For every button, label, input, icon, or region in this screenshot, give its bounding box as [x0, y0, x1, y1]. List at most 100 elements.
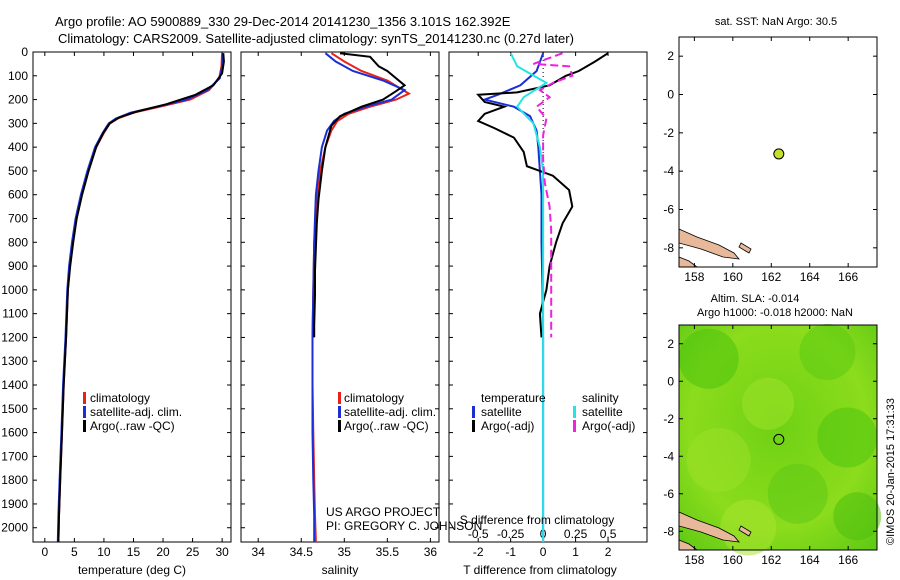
legend-header-salinity: salinity: [582, 391, 619, 405]
temperature-panel-frame: [32, 51, 232, 543]
map-x-tick-label: 160: [723, 270, 743, 284]
depth-tick-label: 1900: [1, 497, 28, 511]
depth-tick-label: 1200: [1, 330, 28, 344]
legend-label: satellite-adj. clim.: [344, 405, 436, 419]
sla-map-title-line-1: Altim. SLA: -0.014: [711, 293, 800, 305]
land-fragment: [738, 525, 752, 537]
project-pi: PI: GREGORY C. JOHNSON: [326, 519, 482, 533]
legend-label: climatology: [90, 391, 150, 405]
map-y-tick-label: -4: [663, 164, 674, 178]
legend-label: Argo(-adj): [481, 419, 534, 433]
land-fragment: [738, 242, 752, 254]
sla-blob: [686, 428, 751, 492]
legend-label: satellite: [481, 405, 522, 419]
map-x-tick-label: 158: [684, 270, 704, 284]
map-frame: [678, 36, 878, 268]
salinity-legend: climatology satellite-adj. clim. Argo(..…: [338, 391, 436, 433]
difference-panel: -2 -1 0 1 2-0.5 -0.25 0 0.25 0.5: [468, 52, 617, 559]
x-tick-label: 15: [127, 545, 141, 559]
x-tick-label: 0: [41, 545, 48, 559]
map-x-tick-label: 158: [684, 553, 704, 567]
depth-tick-label: 300: [8, 116, 28, 130]
s-diff-tick-label: -0.5: [468, 527, 489, 541]
legend-swatch-t-satellite: [472, 406, 475, 418]
legend-swatch-climatology: [338, 392, 341, 404]
depth-axis: 0 100 200 300 400 500 600 700 800 900 1000 1100 1200…: [1, 45, 647, 535]
depth-tick-label: 600: [8, 188, 28, 202]
difference-panel-frame: [448, 51, 648, 543]
map-y-tick-label: -8: [663, 524, 674, 538]
legend-swatch-t-argo: [472, 420, 475, 432]
depth-tick-label: 0: [21, 45, 28, 59]
legend-label: satellite-adj. clim.: [90, 405, 182, 419]
x-tick-label: 35: [338, 545, 352, 559]
depth-tick-label: 800: [8, 235, 28, 249]
temperature-legend: climatology satellite-adj. clim. Argo(..…: [83, 391, 182, 433]
series-line-argo-raw-qc-: [57, 53, 225, 543]
map-y-tick-label: -2: [663, 412, 674, 426]
legend-swatch-satellite: [83, 406, 86, 418]
x-tick-label: 10: [97, 545, 111, 559]
sla-blob: [678, 328, 739, 389]
depth-tick-label: 700: [8, 212, 28, 226]
legend-label: Argo(-adj): [582, 419, 635, 433]
sla-blob: [817, 407, 878, 468]
depth-tick-label: 200: [8, 93, 28, 107]
legend-label: climatology: [344, 391, 404, 405]
depth-tick-label: 1000: [1, 283, 28, 297]
map-y-tick-label: 0: [667, 88, 674, 102]
legend-swatch-climatology: [83, 392, 86, 404]
depth-tick-label: 500: [8, 164, 28, 178]
sst-map: 158 160 162 164 166 2 0 -2 -4 -6 -8: [663, 36, 878, 284]
t-diff-tick-label: 0: [540, 545, 547, 559]
sla-blob: [767, 463, 828, 524]
map-y-tick-label: -2: [663, 126, 674, 140]
map-frame: [678, 324, 878, 551]
map-y-tick-label: -4: [663, 449, 674, 463]
argo-float-marker: [773, 433, 785, 445]
s-diff-tick-label: 0.5: [600, 527, 617, 541]
t-diff-tick-label: 2: [605, 545, 612, 559]
series-line-salinity-satellite: [509, 52, 549, 542]
sla-blob: [799, 324, 856, 380]
sla-map: 158 160 162 164 166 2 0 -2 -4 -6 -8: [663, 324, 882, 567]
x-tick-label: 5: [71, 545, 78, 559]
t-diff-tick-label: -2: [473, 545, 484, 559]
depth-tick-label: 1500: [1, 402, 28, 416]
map-x-tick-label: 166: [838, 553, 858, 567]
sla-map-title-line-2: Argo h1000: -0.018 h2000: NaN: [697, 307, 853, 319]
sla-blob: [833, 492, 882, 541]
x-tick-label: 34: [252, 545, 266, 559]
t-diff-tick-label: 1: [572, 545, 579, 559]
temperature-axis-label: temperature (deg C): [78, 563, 186, 577]
depth-tick-label: 100: [8, 69, 28, 83]
legend-label: Argo(..raw -QC): [344, 419, 429, 433]
legend-swatch-satellite: [338, 406, 341, 418]
sla-blob: [742, 377, 795, 430]
legend-swatch-argo: [83, 420, 86, 432]
s-diff-tick-label: 0.25: [564, 527, 588, 541]
x-tick-label: 34.5: [290, 545, 314, 559]
legend-swatch-s-satellite: [573, 406, 576, 418]
x-tick-label: 35.5: [376, 545, 400, 559]
depth-tick-label: 1600: [1, 426, 28, 440]
series-line-salinity-argo-adj-: [533, 52, 574, 338]
depth-tick-label: 1700: [1, 449, 28, 463]
map-y-tick-label: 2: [667, 337, 674, 351]
map-y-tick-label: -6: [663, 487, 674, 501]
depth-tick-label: 1400: [1, 378, 28, 392]
salinity-panel-frame: [240, 51, 440, 543]
x-tick-label: 20: [156, 545, 170, 559]
salinity-panel: 34 34.5 35 35.5 36: [252, 52, 437, 559]
map-x-tick-label: 160: [723, 553, 743, 567]
legend-label: satellite: [582, 405, 623, 419]
depth-tick-label: 1100: [2, 307, 28, 321]
land-solomon-islands: [678, 511, 740, 543]
map-x-tick-label: 162: [761, 270, 781, 284]
depth-tick-label: 1800: [1, 473, 28, 487]
figure-title-line-2: Climatology: CARS2009. Satellite-adjuste…: [58, 31, 574, 46]
argo-float-marker: [773, 148, 785, 160]
series-line-climatology: [311, 52, 412, 543]
legend-header-temperature: temperature: [481, 391, 546, 405]
series-line-satellite-adj-clim-: [311, 52, 407, 542]
